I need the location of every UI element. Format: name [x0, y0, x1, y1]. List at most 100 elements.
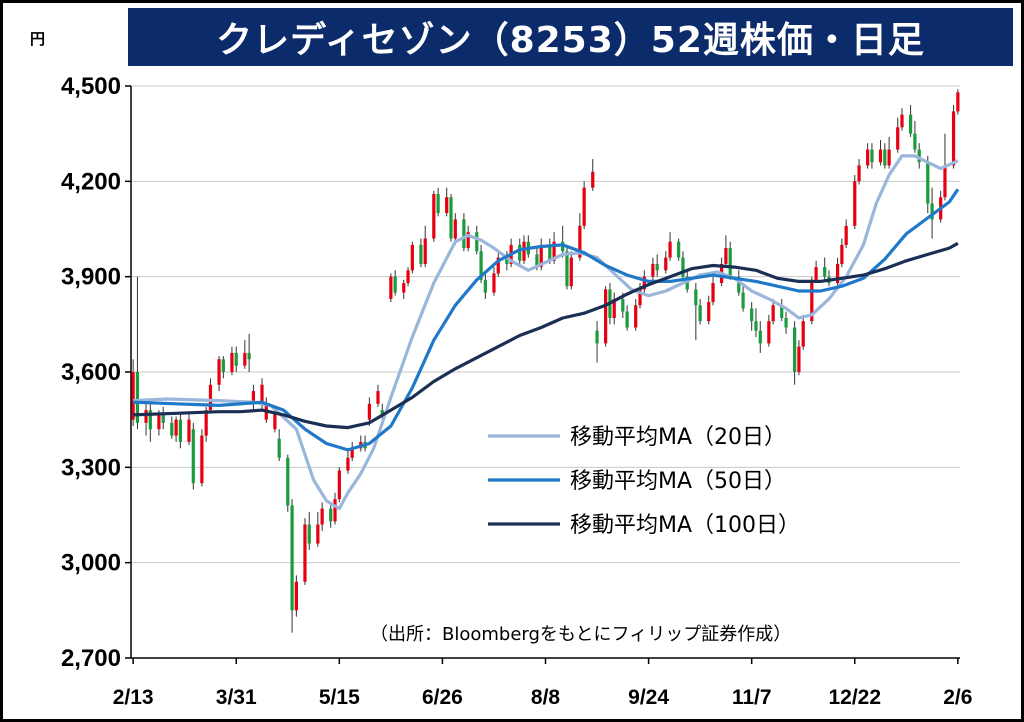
candle-up	[767, 321, 771, 344]
candle-up	[367, 403, 372, 420]
x-tick-label: 2/6	[943, 686, 972, 709]
candle-up	[866, 149, 870, 166]
candle-up	[634, 305, 638, 328]
candle-down	[170, 422, 174, 436]
candle-up	[243, 352, 247, 366]
candle-down	[148, 410, 152, 430]
candle-up	[724, 248, 728, 264]
candle-down	[728, 248, 732, 277]
candle-up	[230, 352, 234, 372]
candle-down	[518, 244, 522, 261]
candle-up	[157, 413, 161, 430]
candle-up	[144, 410, 148, 423]
candle-down	[329, 508, 333, 522]
candle-up	[642, 276, 646, 290]
legend: 移動平均MA（20日） 移動平均MA（50日） 移動平均MA（100日）	[488, 425, 800, 538]
candle-down	[393, 276, 397, 293]
candle-down	[286, 457, 290, 506]
candle-up	[840, 244, 844, 264]
candle-down	[681, 257, 685, 277]
x-tick-label: 12/22	[828, 686, 881, 709]
candle-up	[432, 194, 436, 239]
candle-layer	[131, 89, 960, 633]
candle-up	[569, 257, 573, 287]
candle-up	[878, 149, 883, 163]
candle-up	[402, 283, 406, 293]
candle-down	[870, 149, 874, 163]
candle-up	[604, 289, 608, 344]
candle-down	[462, 219, 466, 249]
candle-down	[930, 203, 934, 220]
candle-down	[247, 352, 251, 360]
candle-up	[664, 257, 668, 271]
candle-up	[711, 283, 715, 303]
candle-up	[406, 270, 410, 284]
candle-up	[260, 384, 264, 404]
candle-down	[677, 241, 681, 258]
candle-up	[208, 384, 213, 411]
candle-up	[204, 410, 208, 436]
candle-up	[187, 419, 191, 442]
candle-down	[780, 305, 784, 318]
y-tick-label: 2,700	[61, 645, 121, 672]
candle-up	[612, 298, 616, 318]
x-axis: 2/13 3/31 5/15 6/26 8/8 9/24 11/7 12/22 2/6	[113, 658, 972, 709]
candle-down	[475, 232, 479, 252]
candle-down	[290, 505, 294, 611]
ma-line-ma100	[133, 241, 959, 430]
candle-up	[591, 171, 595, 188]
chart-title: クレディセゾン（8253）52週株価・日足	[128, 8, 1013, 66]
candle-up	[814, 267, 818, 280]
candle-up	[320, 508, 324, 525]
candle-up	[466, 232, 470, 249]
candle-down	[913, 133, 917, 150]
candle-up	[346, 457, 350, 471]
candle-up	[410, 244, 414, 271]
candle-down	[595, 330, 599, 344]
legend-label: 移動平均MA（20日）	[570, 425, 786, 450]
x-tick-label: 6/26	[422, 686, 463, 709]
candle-up	[896, 127, 900, 150]
candle-down	[737, 276, 741, 293]
candle-up	[376, 391, 380, 404]
candle-down	[926, 162, 930, 204]
candle-down	[483, 279, 487, 293]
x-tick-label: 11/7	[732, 686, 772, 709]
candle-up	[492, 273, 496, 293]
candle-down	[758, 330, 762, 344]
candle-down	[307, 524, 311, 544]
ma-layer	[133, 154, 960, 511]
candle-up	[539, 244, 543, 268]
candle-down	[685, 276, 689, 290]
candle-down	[750, 308, 754, 322]
candle-down	[234, 352, 238, 366]
x-tick-label: 5/15	[319, 686, 360, 709]
candle-down	[135, 372, 140, 423]
candle-up	[389, 276, 393, 299]
candle-down	[479, 251, 483, 280]
ma-line-ma20	[133, 154, 959, 511]
candle-up	[496, 257, 500, 274]
grid-layer	[131, 85, 960, 659]
candle-down	[625, 311, 629, 328]
candle-up	[273, 413, 277, 430]
candle-up	[303, 524, 307, 582]
candle-down	[823, 267, 827, 277]
candle-down	[449, 197, 453, 239]
y-tick-label: 3,300	[61, 454, 121, 481]
candle-down	[908, 114, 913, 134]
candle-up	[445, 197, 449, 214]
candle-up	[707, 302, 711, 322]
candle-down	[161, 413, 165, 423]
candle-down	[741, 292, 745, 309]
candle-down	[380, 410, 384, 417]
x-tick-label: 8/8	[531, 686, 561, 709]
candle-down	[917, 149, 921, 163]
candle-up	[668, 241, 672, 258]
candle-down	[277, 438, 281, 458]
candle-down	[565, 251, 569, 287]
legend-label: 移動平均MA（100日）	[570, 513, 800, 538]
y-tick-label: 3,900	[61, 264, 121, 291]
y-tick-label: 4,200	[61, 168, 121, 195]
